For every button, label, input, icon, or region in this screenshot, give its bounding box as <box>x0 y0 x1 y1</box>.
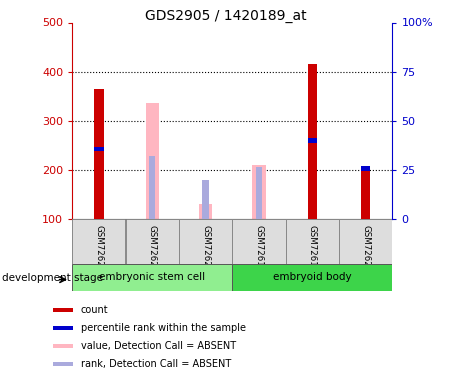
Text: rank, Detection Call = ABSENT: rank, Detection Call = ABSENT <box>81 359 231 369</box>
Bar <box>53 308 73 312</box>
Text: embryoid body: embryoid body <box>273 273 352 282</box>
Bar <box>149 156 156 219</box>
Bar <box>285 219 339 264</box>
Text: GSM72618: GSM72618 <box>308 225 317 272</box>
Text: GSM72616: GSM72616 <box>254 225 263 272</box>
Bar <box>146 103 159 219</box>
Bar <box>179 219 232 264</box>
Bar <box>53 344 73 348</box>
Bar <box>256 167 262 219</box>
Text: GSM72622: GSM72622 <box>94 225 103 272</box>
Text: GSM72621: GSM72621 <box>361 225 370 272</box>
Bar <box>202 180 209 219</box>
Bar <box>72 219 125 264</box>
Text: percentile rank within the sample: percentile rank within the sample <box>81 323 246 333</box>
Bar <box>125 219 179 264</box>
Bar <box>308 138 317 143</box>
Bar <box>199 204 212 219</box>
Bar <box>308 64 317 219</box>
Bar <box>94 147 104 152</box>
Bar <box>53 326 73 330</box>
Bar <box>232 264 392 291</box>
Bar <box>361 166 370 171</box>
Text: development stage: development stage <box>2 273 103 283</box>
Text: embryonic stem cell: embryonic stem cell <box>99 273 205 282</box>
Bar <box>53 362 73 366</box>
Text: GSM72624: GSM72624 <box>148 225 156 272</box>
Text: GDS2905 / 1420189_at: GDS2905 / 1420189_at <box>145 9 306 23</box>
Text: value, Detection Call = ABSENT: value, Detection Call = ABSENT <box>81 341 236 351</box>
Bar <box>232 219 285 264</box>
Text: count: count <box>81 305 108 315</box>
Bar <box>339 219 392 264</box>
Text: GSM72626: GSM72626 <box>201 225 210 272</box>
Bar <box>72 264 232 291</box>
Bar <box>252 165 266 219</box>
Bar <box>361 170 370 219</box>
Bar <box>94 89 104 219</box>
